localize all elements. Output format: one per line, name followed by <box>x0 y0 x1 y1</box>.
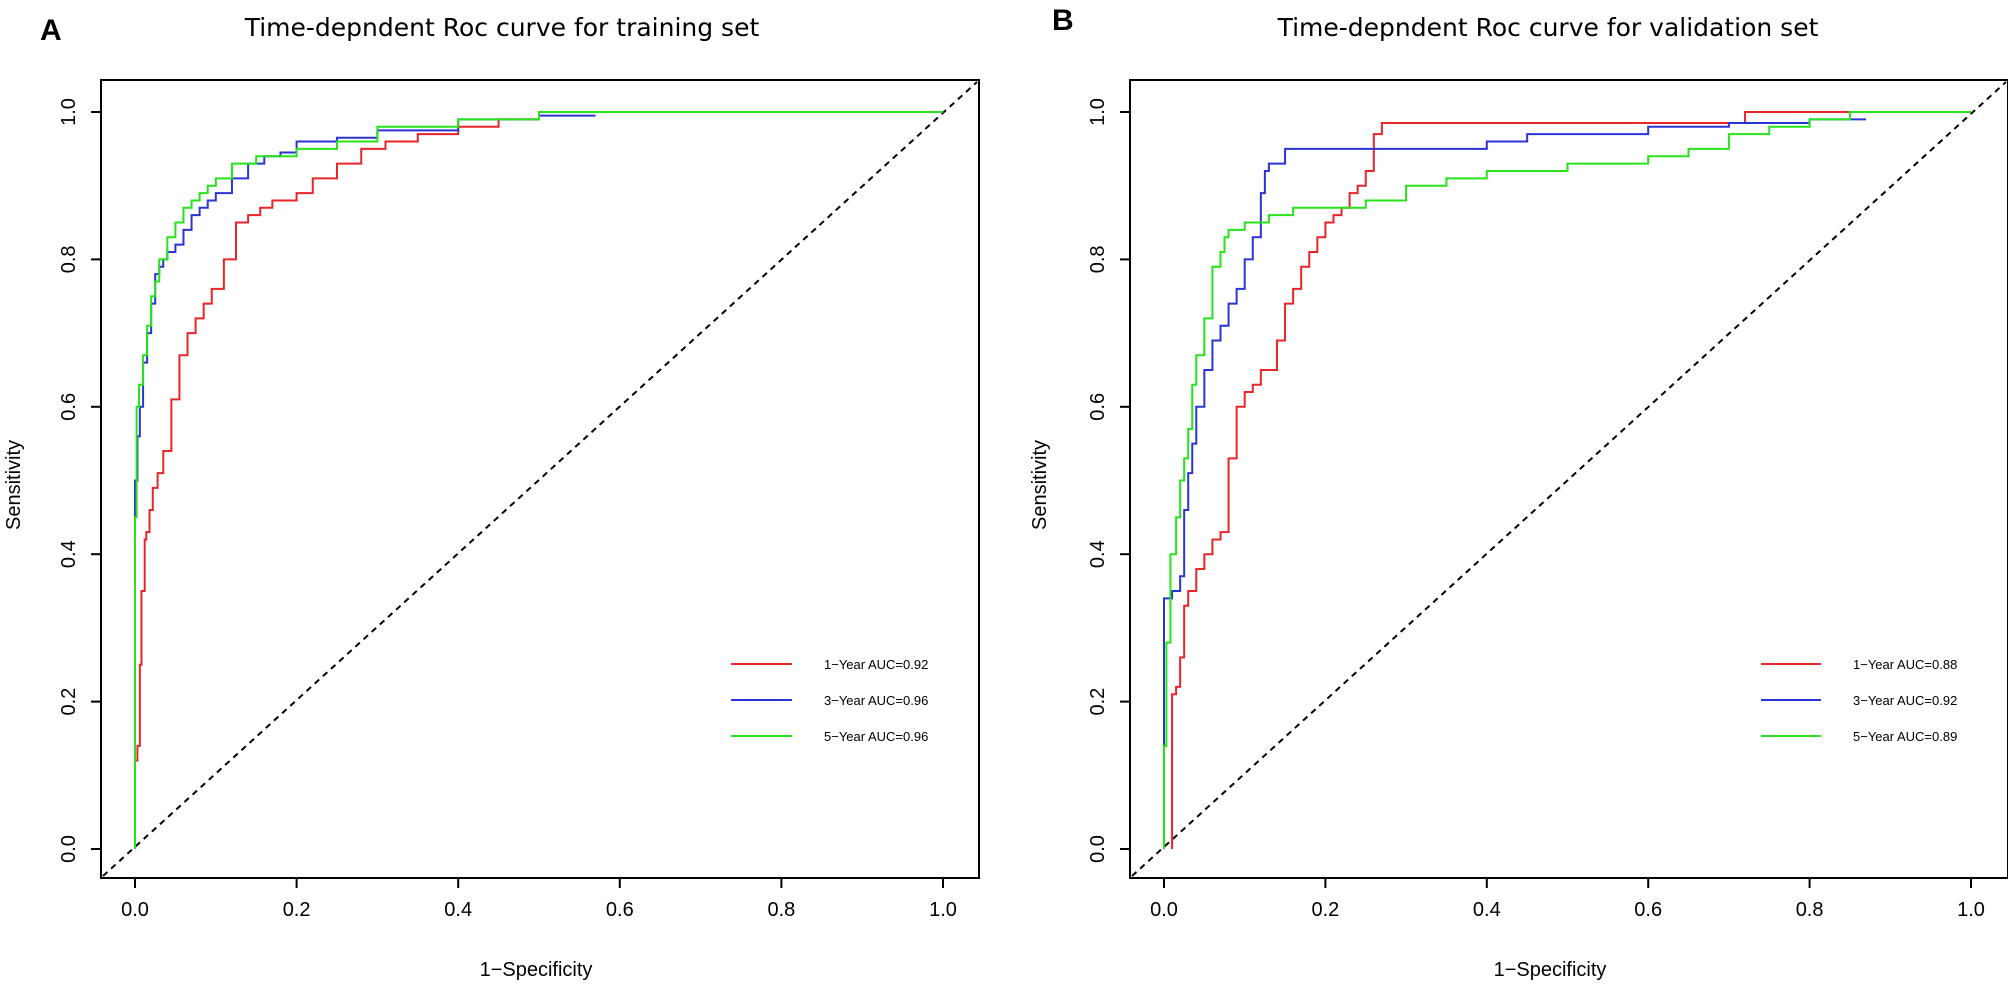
y-tick-label: 1.0 <box>1087 98 1109 126</box>
training-y-axis-title: Sensitivity <box>3 440 25 530</box>
legend-label-year3: 3−Year AUC=0.96 <box>824 693 928 708</box>
x-tick-label: 0.0 <box>1150 899 1178 921</box>
y-tick-label: 0.8 <box>1087 245 1109 273</box>
x-tick-label: 0.4 <box>444 899 472 921</box>
x-tick-label: 0.2 <box>283 899 311 921</box>
roc-line-year5 <box>1163 111 1971 849</box>
training-plot-frame <box>100 79 980 879</box>
roc-line-year3 <box>1163 118 1867 746</box>
reference-diagonal <box>102 81 978 877</box>
x-tick-label: 0.2 <box>1311 899 1339 921</box>
training-chart-title: Time-depndent Roc curve for training set <box>244 13 760 42</box>
reference-diagonal <box>1131 81 2007 877</box>
x-tick-label: 0.4 <box>1473 899 1501 921</box>
legend-label-year1: 1−Year AUC=0.88 <box>1853 657 1957 672</box>
legend-label-year3: 3−Year AUC=0.92 <box>1853 693 1957 708</box>
y-tick-label: 0.6 <box>1087 393 1109 421</box>
y-tick-label: 0.0 <box>1087 835 1109 863</box>
y-tick-label: 0.2 <box>58 688 80 716</box>
y-tick-label: 0.4 <box>58 540 80 568</box>
panel-b-label: B <box>1052 4 1074 37</box>
panel-a-label: A <box>40 14 62 47</box>
x-tick-label: 0.0 <box>121 899 149 921</box>
validation-roc-panel: B Time-depndent Roc curve for validation… <box>1029 4 2008 981</box>
x-tick-label: 0.8 <box>767 899 795 921</box>
training-x-axis-title: 1−Specificity <box>480 959 593 981</box>
legend-label-year5: 5−Year AUC=0.89 <box>1853 729 1957 744</box>
roc-line-year1 <box>134 111 596 798</box>
validation-chart-title: Time-depndent Roc curve for validation s… <box>1277 13 1819 42</box>
x-tick-label: 1.0 <box>1957 899 1985 921</box>
y-tick-label: 0.4 <box>1087 540 1109 568</box>
x-tick-label: 1.0 <box>929 899 957 921</box>
y-tick-label: 0.0 <box>58 835 80 863</box>
roc-line-year5 <box>134 111 943 849</box>
y-tick-label: 1.0 <box>58 98 80 126</box>
y-tick-label: 0.8 <box>58 245 80 273</box>
roc-line-year3 <box>134 114 596 525</box>
validation-x-axis-title: 1−Specificity <box>1494 959 1607 981</box>
y-tick-label: 0.2 <box>1087 688 1109 716</box>
x-tick-label: 0.8 <box>1796 899 1824 921</box>
y-tick-label: 0.6 <box>58 393 80 421</box>
x-tick-label: 0.6 <box>1634 899 1662 921</box>
x-tick-label: 0.6 <box>606 899 634 921</box>
training-roc-panel: A Time-depndent Roc curve for training s… <box>3 13 980 981</box>
legend-label-year1: 1−Year AUC=0.92 <box>824 657 928 672</box>
roc-line-year1 <box>1171 111 1850 849</box>
validation-plot-frame <box>1129 79 2008 879</box>
legend-label-year5: 5−Year AUC=0.96 <box>824 729 928 744</box>
validation-y-axis-title: Sensitivity <box>1029 440 1051 530</box>
